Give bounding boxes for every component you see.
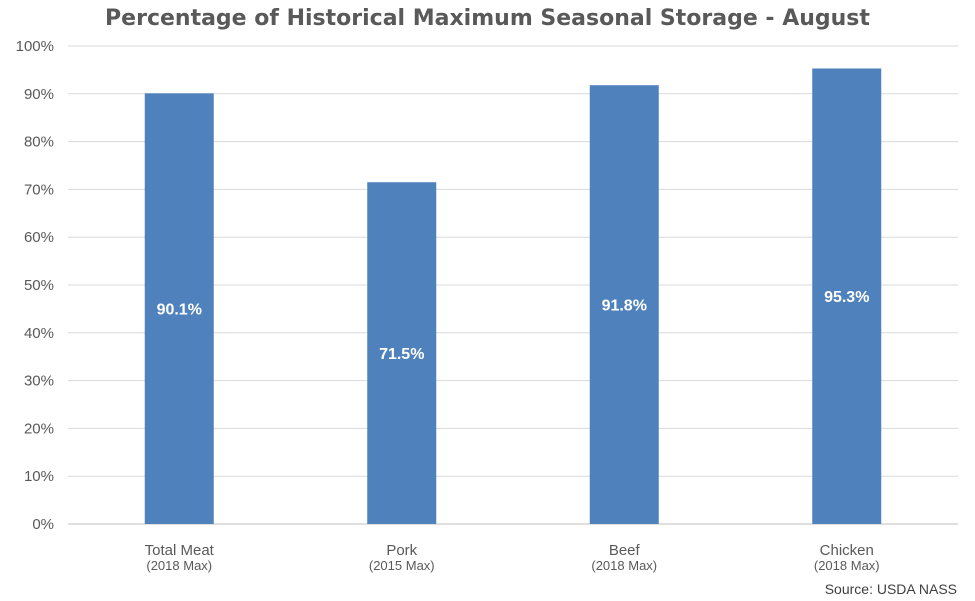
x-tick-sublabel: (2018 Max) [591, 558, 657, 573]
y-tick-label: 40% [24, 325, 54, 342]
y-tick-label: 80% [24, 134, 54, 151]
x-tick-sublabel: (2018 Max) [146, 558, 212, 573]
y-tick-label: 90% [24, 86, 54, 103]
x-tick-sublabel: (2015 Max) [369, 558, 435, 573]
x-tick-label: Pork [386, 542, 417, 559]
y-tick-label: 20% [24, 420, 54, 437]
bar [144, 93, 214, 525]
data-label: 91.8% [602, 298, 647, 315]
y-tick-label: 30% [24, 373, 54, 390]
y-tick-label: 60% [24, 229, 54, 246]
x-tick-sublabel: (2018 Max) [814, 558, 880, 573]
x-tick-label: Beef [609, 542, 641, 559]
bar [812, 68, 882, 524]
x-tick-label: Chicken [820, 542, 874, 559]
data-label: 90.1% [157, 302, 202, 319]
y-tick-label: 0% [32, 516, 54, 533]
y-tick-label: 100% [16, 38, 54, 55]
y-tick-label: 10% [24, 468, 54, 485]
bar [367, 182, 437, 525]
chart-title: Percentage of Historical Maximum Seasona… [105, 6, 870, 31]
y-tick-label: 50% [24, 277, 54, 294]
x-tick-label: Total Meat [145, 542, 215, 559]
data-label: 71.5% [379, 346, 424, 363]
y-tick-label: 70% [24, 181, 54, 198]
bar [589, 85, 659, 525]
source-note: Source: USDA NASS [824, 581, 957, 597]
data-label: 95.3% [824, 289, 869, 306]
